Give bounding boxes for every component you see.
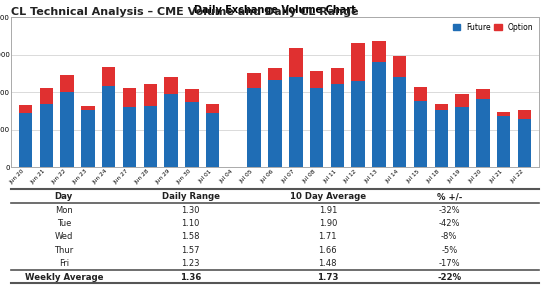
Text: 1.90: 1.90: [318, 219, 337, 228]
Bar: [497, 112, 510, 116]
Text: Mon: Mon: [55, 206, 73, 215]
Text: -17%: -17%: [438, 259, 460, 268]
Bar: [81, 106, 95, 110]
Bar: [372, 62, 386, 167]
Bar: [393, 77, 406, 167]
Bar: [248, 88, 261, 167]
Text: Weekly Average: Weekly Average: [25, 273, 103, 282]
Bar: [102, 86, 116, 167]
Bar: [455, 107, 469, 167]
Bar: [331, 84, 344, 167]
Bar: [123, 108, 136, 167]
Text: 1.91: 1.91: [318, 206, 337, 215]
Text: Tue: Tue: [57, 219, 71, 228]
Text: 1.23: 1.23: [182, 259, 200, 268]
Text: -42%: -42%: [438, 219, 460, 228]
Bar: [455, 94, 469, 107]
Text: 1.48: 1.48: [318, 259, 337, 268]
Bar: [123, 88, 136, 108]
Bar: [164, 77, 178, 94]
Bar: [268, 80, 282, 167]
Bar: [206, 113, 219, 167]
Bar: [289, 48, 302, 77]
Text: -8%: -8%: [441, 232, 458, 242]
Text: 1.71: 1.71: [318, 232, 337, 242]
Bar: [414, 101, 427, 167]
Bar: [434, 104, 448, 110]
Bar: [434, 110, 448, 167]
Bar: [248, 73, 261, 88]
Text: -22%: -22%: [437, 273, 461, 282]
Bar: [185, 102, 199, 167]
Text: -5%: -5%: [441, 246, 458, 255]
Bar: [518, 110, 531, 119]
Text: 1.73: 1.73: [317, 273, 339, 282]
Bar: [289, 77, 302, 167]
Bar: [310, 88, 323, 167]
Text: 1.36: 1.36: [180, 273, 201, 282]
Text: Wed: Wed: [54, 232, 73, 242]
Bar: [518, 119, 531, 167]
Bar: [393, 55, 406, 77]
Bar: [476, 99, 490, 167]
Bar: [81, 110, 95, 167]
Bar: [19, 105, 32, 113]
Text: CL Technical Analysis – CME Volume and Daily CL Range: CL Technical Analysis – CME Volume and D…: [11, 7, 359, 17]
Bar: [40, 104, 53, 167]
Bar: [497, 116, 510, 167]
Bar: [310, 71, 323, 88]
Bar: [268, 68, 282, 80]
Text: 1.30: 1.30: [182, 206, 200, 215]
Legend: Future, Option: Future, Option: [452, 21, 535, 33]
Bar: [60, 75, 74, 92]
Bar: [185, 89, 199, 102]
Bar: [476, 89, 490, 99]
Bar: [414, 87, 427, 101]
Text: -32%: -32%: [438, 206, 460, 215]
Text: Fri: Fri: [59, 259, 69, 268]
Bar: [331, 68, 344, 84]
Bar: [40, 88, 53, 104]
Bar: [206, 104, 219, 113]
Bar: [19, 113, 32, 167]
Text: 1.66: 1.66: [318, 246, 337, 255]
Text: Daily Range: Daily Range: [162, 192, 219, 201]
Bar: [60, 92, 74, 167]
Text: Day: Day: [54, 192, 73, 201]
Bar: [372, 41, 386, 62]
Bar: [164, 94, 178, 167]
Bar: [144, 106, 157, 167]
Text: Thur: Thur: [54, 246, 74, 255]
Text: 1.10: 1.10: [182, 219, 200, 228]
Bar: [351, 81, 365, 167]
Text: % +/-: % +/-: [437, 192, 462, 201]
Bar: [102, 67, 116, 86]
Text: 1.58: 1.58: [182, 232, 200, 242]
Title: Daily Exchange Volume Chart: Daily Exchange Volume Chart: [194, 5, 356, 15]
Bar: [351, 43, 365, 81]
Bar: [144, 84, 157, 106]
Text: 1.57: 1.57: [182, 246, 200, 255]
Text: 10 Day Average: 10 Day Average: [290, 192, 366, 201]
